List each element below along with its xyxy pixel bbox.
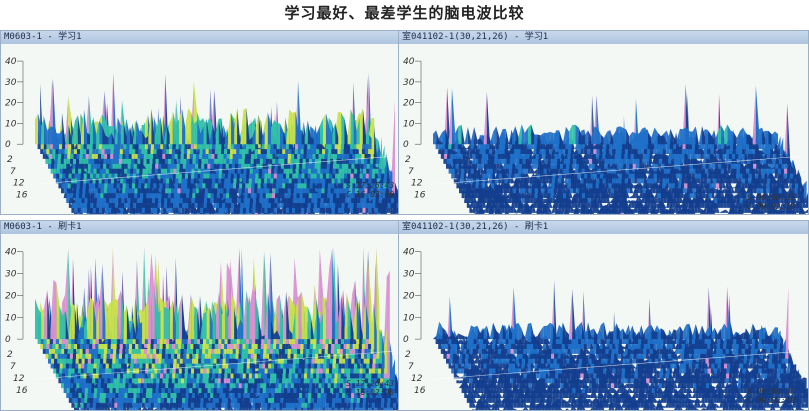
z-tick-label: 0 (5, 335, 11, 345)
depth-tick-label: 7 (10, 362, 16, 372)
z-tick-label: 10 (5, 119, 17, 129)
time-start: S 17:26:43 (346, 181, 395, 190)
surface (433, 83, 808, 214)
window-title: M0603-1 - 刷卡1 (1, 221, 399, 235)
time-start: S 09:50:35 (747, 387, 796, 396)
z-tick-label: 30 (403, 78, 415, 88)
depth-tick-label: 2 (405, 155, 411, 165)
depth-axis: 2 7 12 16 (405, 350, 426, 396)
depth-tick-label: 16 (16, 190, 28, 200)
z-tick-label: 10 (403, 313, 415, 323)
depth-tick-label: 7 (408, 167, 414, 177)
time-readout: S 09:50:35 C 09:02:10 (747, 193, 795, 211)
z-tick-label: 0 (403, 140, 409, 150)
surface (35, 246, 399, 410)
eeg-surface: 40 30 20 10 0 2 7 12 16 (1, 234, 399, 410)
page-title: 学习最好、最差学生的脑电波比较 (284, 4, 525, 22)
z-tick-label: 20 (403, 99, 415, 109)
eeg-window-top-left: M0603-1 - 学习1 40 30 20 10 0 2 7 12 16 S 17:26:43… (0, 30, 400, 215)
eeg-3d-plot: 40 30 20 10 0 2 7 12 16 (399, 234, 808, 410)
window-title: M0603-1 - 学习1 (1, 31, 399, 45)
eeg-3d-plot: 40 30 20 10 0 2 7 12 16 (1, 44, 399, 214)
time-current: C 16:02:08 (346, 388, 395, 397)
eeg-3d-plot: 40 30 20 10 0 2 7 12 16 (399, 44, 808, 214)
z-tick-label: 30 (403, 270, 415, 280)
z-tick-label: 40 (403, 57, 415, 67)
window-title: 室041102-1(30,21,26) - 学习1 (399, 31, 808, 45)
z-tick-label: 0 (403, 335, 409, 345)
z-axis: 40 30 20 10 0 (403, 57, 422, 150)
time-readout: S 09:50:35 C 09:02:10 (747, 387, 795, 405)
eeg-window-bottom-right: 室041102-1(30,21,26) - 刷卡1 40 30 20 10 0 2 7 12 1… (398, 220, 809, 411)
z-axis: 40 30 20 10 0 (403, 248, 422, 345)
z-tick-label: 10 (403, 119, 415, 129)
time-current: C 09:02:10 (747, 396, 796, 405)
time-current: C 09:02:10 (747, 202, 796, 211)
depth-tick-label: 2 (7, 155, 13, 165)
depth-tick-label: 16 (16, 386, 28, 396)
z-tick-label: 40 (403, 248, 415, 258)
eeg-3d-plot: 40 30 20 10 0 2 7 12 16 (1, 234, 399, 410)
depth-tick-label: 2 (7, 350, 13, 360)
z-tick-label: 20 (403, 291, 415, 301)
depth-tick-label: 12 (13, 374, 25, 384)
depth-tick-label: 12 (411, 374, 423, 384)
depth-tick-label: 16 (414, 386, 426, 396)
z-axis: 40 30 20 10 0 (5, 57, 24, 150)
z-tick-label: 20 (5, 99, 17, 109)
depth-tick-label: 7 (408, 362, 414, 372)
z-tick-label: 40 (5, 248, 17, 258)
depth-tick-label: 12 (411, 179, 423, 189)
z-tick-label: 0 (5, 140, 11, 150)
z-tick-label: 10 (5, 313, 17, 323)
z-axis: 40 30 20 10 0 (5, 248, 24, 345)
eeg-surface: 40 30 20 10 0 2 7 12 16 (399, 234, 808, 410)
z-tick-label: 30 (5, 78, 17, 88)
time-readout: S 17:26:43 C 16:02:08 (346, 379, 394, 397)
depth-tick-label: 16 (414, 190, 426, 200)
depth-tick-label: 12 (13, 179, 25, 189)
eeg-window-bottom-left: M0603-1 - 刷卡1 40 30 20 10 0 2 7 12 16 S 17:26:43… (0, 220, 400, 411)
time-start: S 17:26:43 (346, 379, 395, 388)
z-tick-label: 40 (5, 57, 17, 67)
z-tick-label: 30 (5, 270, 17, 280)
time-readout: S 17:26:43 C 16:02:08 (346, 181, 394, 199)
window-title: 室041102-1(30,21,26) - 刷卡1 (399, 221, 808, 235)
surface (433, 280, 808, 410)
depth-tick-label: 2 (405, 350, 411, 360)
depth-axis: 2 7 12 16 (7, 350, 28, 396)
depth-tick-label: 7 (10, 167, 16, 177)
z-tick-label: 20 (5, 291, 17, 301)
eeg-window-top-right: 室041102-1(30,21,26) - 学习1 40 30 20 10 0 2 7 12 1… (398, 30, 809, 215)
time-start: S 09:50:35 (747, 193, 796, 202)
time-current: C 16:02:08 (346, 190, 395, 199)
